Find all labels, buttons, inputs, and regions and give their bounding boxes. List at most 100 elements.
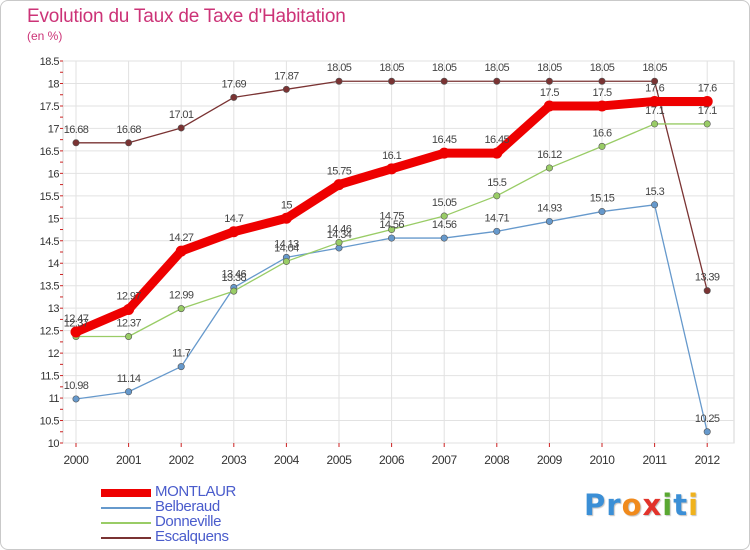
data-point — [491, 147, 503, 159]
data-label: 15.5 — [487, 177, 506, 189]
data-label: 17.6 — [645, 82, 664, 94]
data-point — [230, 93, 238, 101]
data-label: 14.46 — [327, 224, 352, 236]
data-label: 14.13 — [274, 238, 299, 250]
data-point — [388, 234, 396, 242]
data-label: 17.1 — [698, 105, 717, 117]
y-tick-label: 13 — [48, 303, 60, 315]
y-tick-label: 16 — [48, 168, 60, 180]
data-label: 15.75 — [327, 166, 352, 178]
data-label: 12.37 — [64, 317, 89, 329]
data-point — [72, 395, 80, 403]
data-point — [70, 326, 82, 338]
data-point — [72, 139, 80, 147]
data-label: 10.25 — [695, 413, 720, 425]
data-label: 10.98 — [64, 380, 89, 392]
legend-item-donneville: Donneville — [99, 513, 399, 530]
y-tick-label: 14 — [48, 258, 60, 270]
data-point — [543, 100, 555, 112]
data-point — [125, 139, 133, 147]
y-tick-label: 14.5 — [40, 236, 60, 248]
data-point — [228, 226, 240, 238]
data-point — [230, 287, 238, 295]
y-tick-label: 17.5 — [40, 101, 60, 113]
data-point — [438, 147, 450, 159]
x-tick-label: 2009 — [537, 453, 563, 467]
data-point — [282, 85, 290, 93]
proxiti-logo: Proxiti — [584, 488, 700, 522]
x-tick-label: 2007 — [432, 453, 458, 467]
data-label: 18.05 — [537, 62, 562, 74]
data-label: 16.45 — [432, 134, 457, 146]
data-point — [493, 192, 501, 200]
y-tick-label: 11.5 — [40, 371, 59, 383]
data-label: 16.68 — [116, 124, 141, 136]
data-point — [493, 77, 501, 85]
data-label: 17.01 — [169, 109, 194, 121]
y-tick-label: 17 — [48, 123, 60, 135]
y-tick-label: 13.5 — [40, 281, 60, 293]
data-point — [703, 120, 711, 128]
data-point — [333, 179, 345, 191]
data-point — [177, 363, 185, 371]
data-label: 11.14 — [117, 373, 141, 385]
x-tick-label: 2012 — [695, 453, 721, 467]
data-point — [649, 95, 661, 107]
data-label: 17.5 — [592, 87, 611, 99]
legend-swatch — [101, 507, 151, 509]
data-label: 17.87 — [274, 70, 299, 82]
data-label: 15 — [281, 199, 293, 211]
data-label: 14.7 — [224, 213, 243, 225]
data-point — [701, 95, 713, 107]
data-point — [703, 428, 711, 436]
x-tick-label: 2001 — [116, 453, 142, 467]
legend-swatch — [101, 537, 151, 539]
chart-title: Evolution du Taux de Taxe d'Habitation — [27, 6, 346, 27]
data-point — [388, 226, 396, 234]
data-point — [493, 227, 501, 235]
y-tick-label: 15 — [48, 213, 60, 225]
data-label: 12.37 — [116, 317, 141, 329]
x-tick-label: 2010 — [589, 453, 615, 467]
data-label: 18.05 — [432, 62, 457, 74]
y-tick-label: 10 — [48, 438, 60, 450]
y-tick-label: 15.5 — [40, 191, 60, 203]
data-label: 12.97 — [116, 291, 141, 303]
legend-label: Belberaud — [155, 498, 220, 515]
x-tick-label: 2006 — [379, 453, 405, 467]
data-label: 11.7 — [172, 348, 191, 360]
data-label: 13.38 — [222, 272, 247, 284]
data-label: 18.05 — [590, 62, 615, 74]
data-point — [282, 257, 290, 265]
data-label: 18.05 — [379, 62, 404, 74]
y-tick-label: 12 — [48, 348, 60, 360]
x-tick-label: 2002 — [169, 453, 195, 467]
data-label: 15.05 — [432, 197, 457, 209]
data-label: 18.05 — [485, 62, 510, 74]
data-label: 16.45 — [485, 134, 510, 146]
legend-swatch — [101, 522, 151, 524]
y-tick-label: 10.5 — [40, 416, 60, 428]
data-label: 12.47 — [64, 313, 89, 325]
data-label: 17.69 — [222, 78, 247, 90]
y-tick-label: 18 — [48, 78, 60, 90]
x-tick-label: 2000 — [63, 453, 89, 467]
x-tick-label: 2003 — [221, 453, 247, 467]
data-point — [335, 77, 343, 85]
data-point — [177, 305, 185, 313]
data-point — [545, 164, 553, 172]
data-label: 17.6 — [698, 82, 717, 94]
data-point — [125, 332, 133, 340]
data-label: 16.1 — [382, 150, 401, 162]
x-tick-label: 2008 — [484, 453, 510, 467]
data-point — [440, 77, 448, 85]
data-point — [703, 287, 711, 295]
data-point — [598, 208, 606, 216]
data-point — [651, 77, 659, 85]
legend-label: Escalquens — [155, 528, 229, 545]
data-label: 14.27 — [169, 232, 194, 244]
data-label: 14.56 — [432, 219, 457, 231]
x-tick-label: 2004 — [274, 453, 300, 467]
data-point — [125, 388, 133, 396]
data-label: 13.46 — [222, 269, 247, 281]
